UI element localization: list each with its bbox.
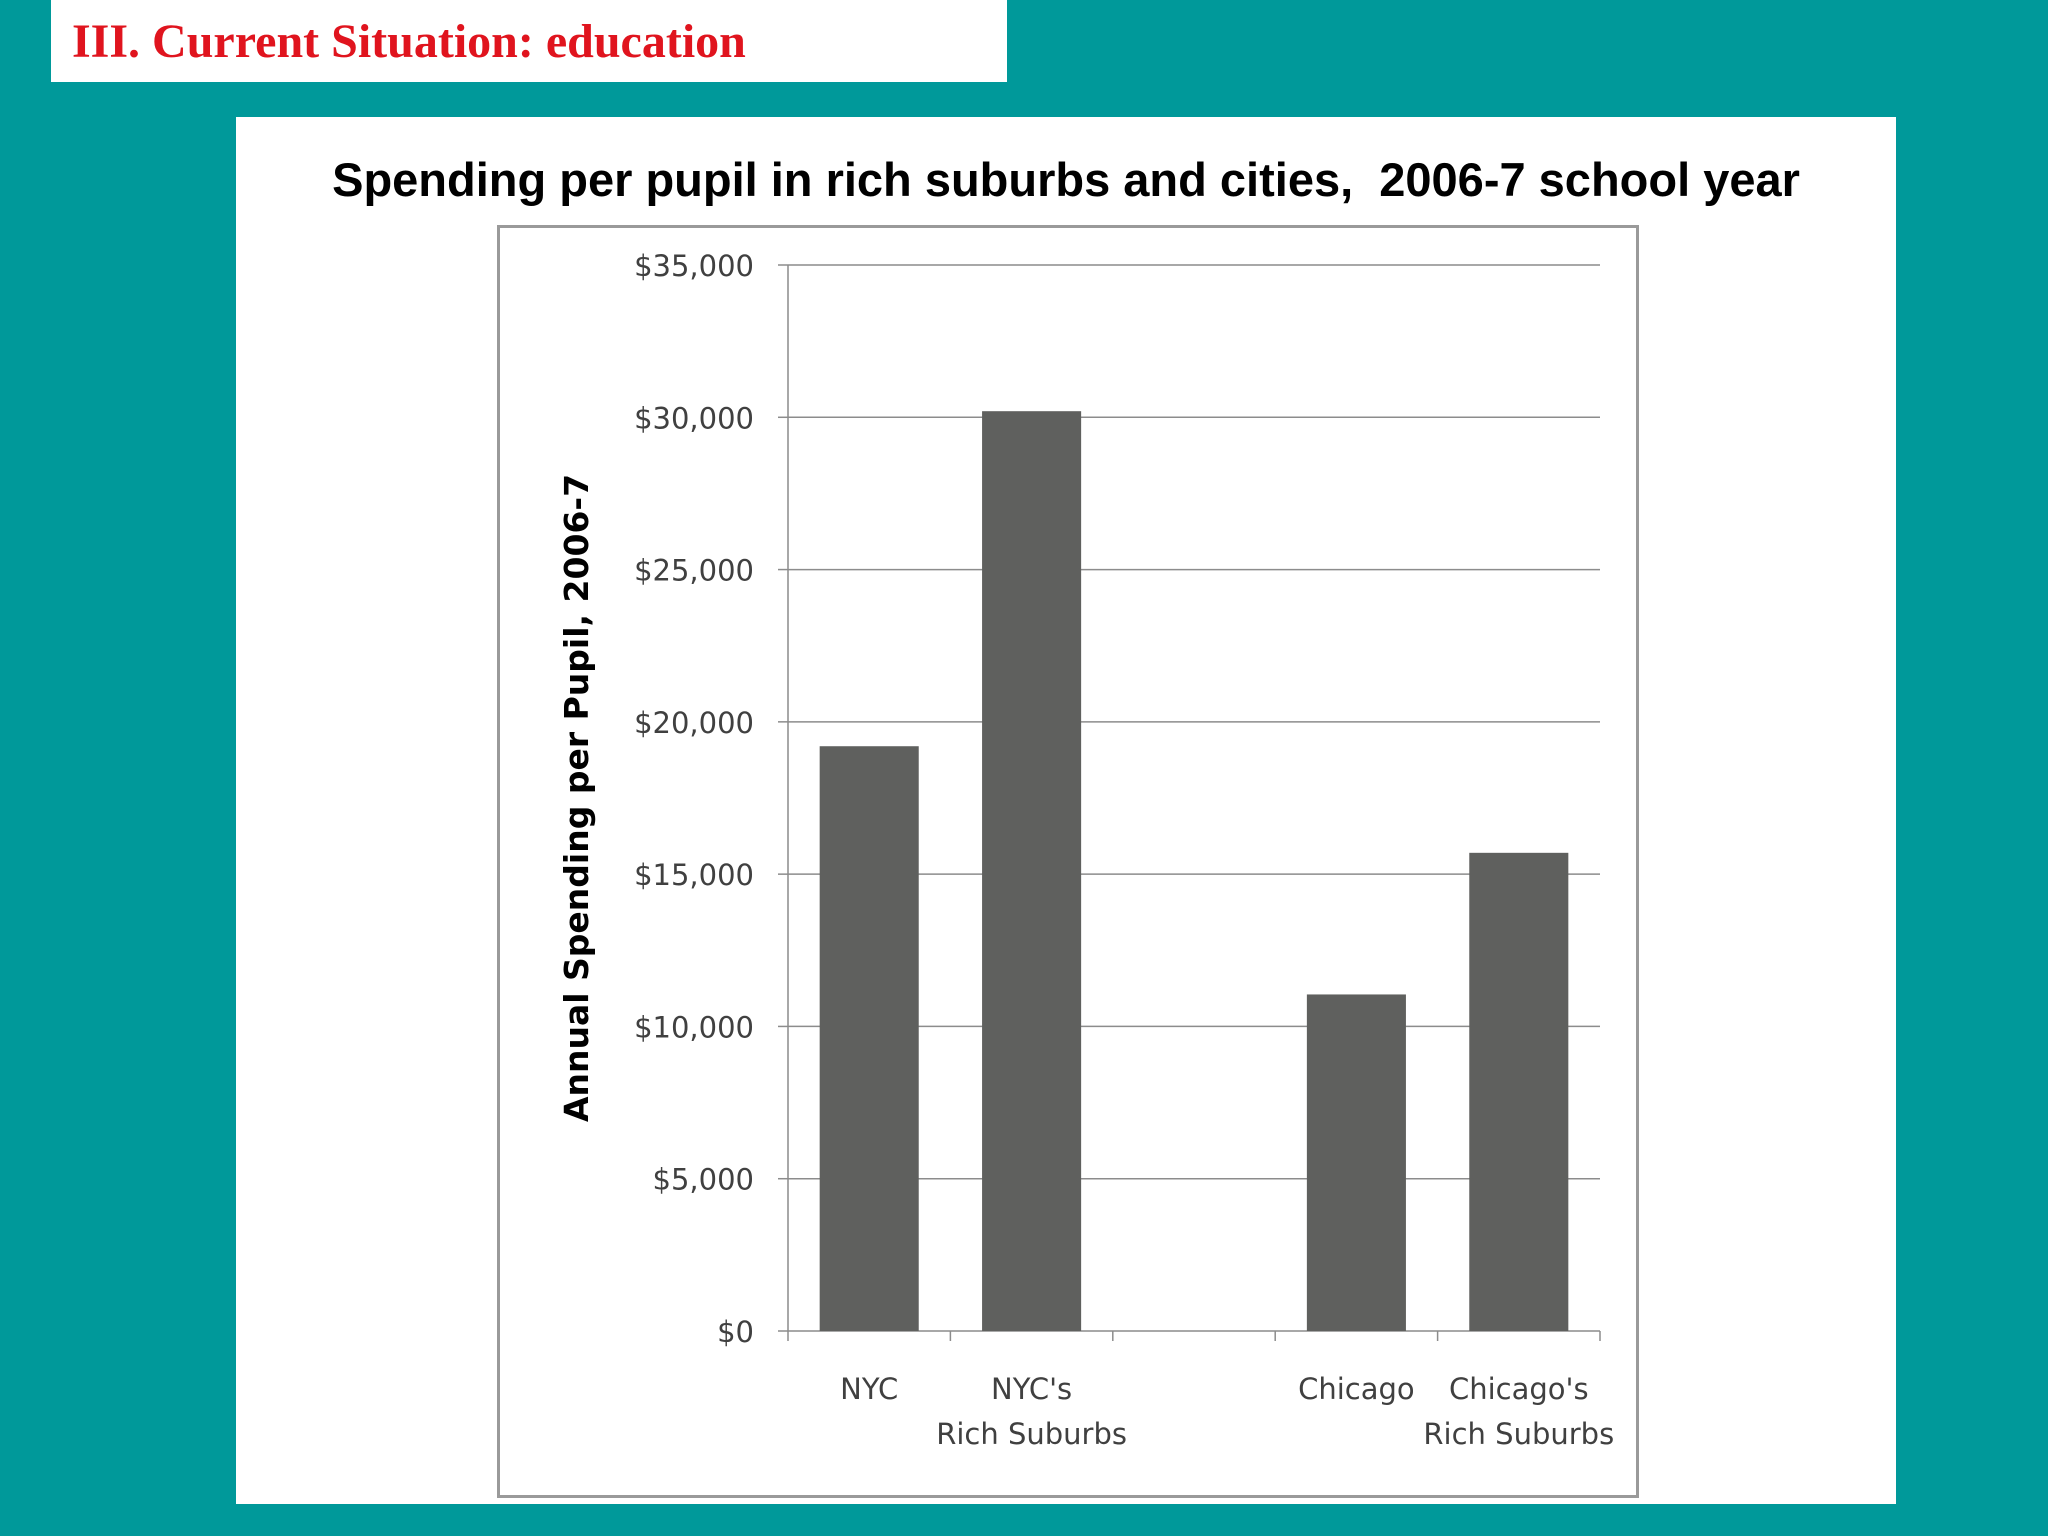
y-tick-label: $10,000 bbox=[634, 1010, 754, 1044]
y-tick-label: $5,000 bbox=[653, 1163, 754, 1197]
y-tick-label: $0 bbox=[717, 1315, 754, 1349]
bar-1 bbox=[982, 411, 1082, 1331]
y-tick-label: $15,000 bbox=[634, 858, 754, 892]
bar-3 bbox=[1306, 994, 1406, 1331]
y-tick-label: $20,000 bbox=[634, 706, 754, 740]
x-tick-label: Rich Suburbs bbox=[1423, 1417, 1614, 1451]
x-tick-label: Chicago's bbox=[1449, 1372, 1589, 1406]
bar-0 bbox=[819, 746, 919, 1331]
y-axis-title: Annual Spending per Pupil, 2006-7 bbox=[557, 474, 596, 1122]
slide-heading-box: III. Current Situation: education bbox=[51, 0, 1007, 82]
x-tick-label: NYC bbox=[840, 1372, 898, 1406]
chart-title: Spending per pupil in rich suburbs and c… bbox=[332, 153, 1800, 206]
x-tick-label: Rich Suburbs bbox=[936, 1417, 1127, 1451]
y-tick-label: $35,000 bbox=[634, 249, 754, 283]
slide-heading: III. Current Situation: education bbox=[72, 15, 746, 68]
bar-4 bbox=[1469, 852, 1569, 1331]
x-tick-label: Chicago bbox=[1298, 1372, 1415, 1406]
x-tick-label: NYC's bbox=[991, 1372, 1072, 1406]
chart-frame bbox=[497, 225, 1639, 1498]
y-tick-label: $25,000 bbox=[634, 554, 754, 588]
y-tick-label: $30,000 bbox=[634, 401, 754, 435]
